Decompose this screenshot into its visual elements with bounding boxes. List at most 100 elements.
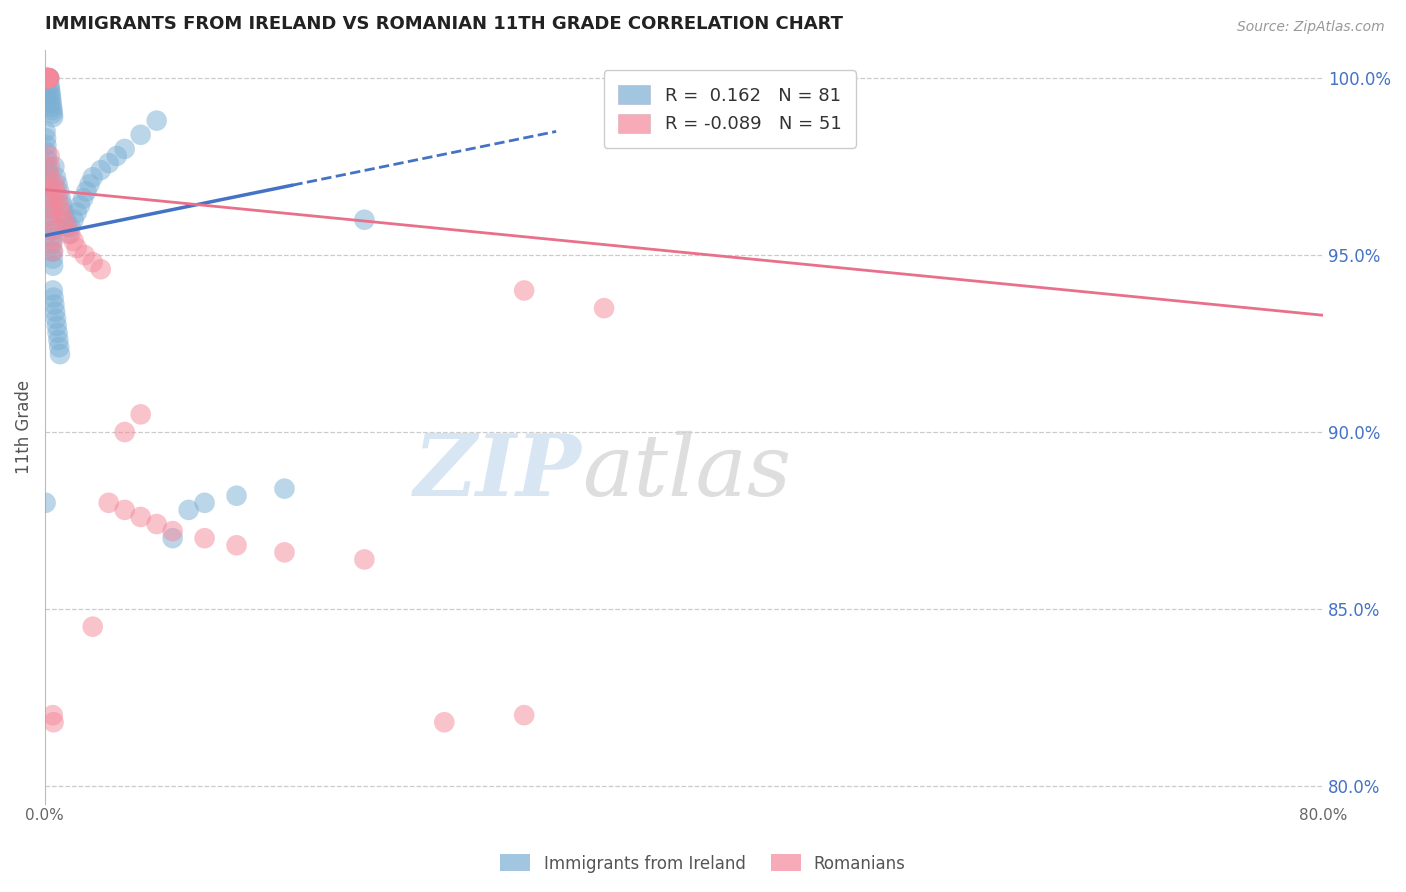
Point — [129, 510, 152, 524]
Point — [42, 234, 65, 248]
Point — [49, 191, 72, 205]
Point — [51, 198, 73, 212]
Point — [42, 284, 65, 298]
Point — [37, 71, 59, 86]
Point — [353, 552, 375, 566]
Legend: Immigrants from Ireland, Romanians: Immigrants from Ireland, Romanians — [494, 847, 912, 880]
Point — [90, 163, 112, 178]
Point — [42, 110, 65, 124]
Point — [41, 237, 63, 252]
Point — [62, 212, 84, 227]
Point — [79, 178, 101, 192]
Point — [39, 92, 62, 106]
Point — [162, 524, 184, 538]
Point — [225, 538, 247, 552]
Point — [48, 333, 70, 347]
Point — [35, 71, 58, 86]
Point — [105, 149, 128, 163]
Point — [41, 230, 63, 244]
Point — [37, 71, 59, 86]
Point — [41, 95, 63, 110]
Point — [59, 227, 82, 241]
Point — [162, 531, 184, 545]
Point — [513, 284, 536, 298]
Point — [44, 304, 66, 318]
Point — [35, 131, 58, 145]
Point — [55, 212, 77, 227]
Point — [39, 181, 62, 195]
Point — [41, 212, 63, 227]
Point — [42, 715, 65, 730]
Point — [38, 194, 60, 209]
Point — [42, 244, 65, 259]
Point — [46, 178, 69, 192]
Point — [38, 78, 60, 93]
Point — [41, 223, 63, 237]
Point — [35, 71, 58, 86]
Point — [82, 255, 104, 269]
Point — [433, 715, 456, 730]
Point — [45, 311, 67, 326]
Point — [353, 212, 375, 227]
Point — [194, 531, 217, 545]
Point — [129, 408, 152, 422]
Point — [90, 262, 112, 277]
Point — [82, 620, 104, 634]
Point — [513, 708, 536, 723]
Legend: R =  0.162   N = 81, R = -0.089   N = 51: R = 0.162 N = 81, R = -0.089 N = 51 — [603, 70, 856, 148]
Point — [42, 106, 65, 120]
Point — [97, 156, 120, 170]
Point — [44, 160, 66, 174]
Point — [37, 71, 59, 86]
Point — [145, 516, 167, 531]
Point — [37, 71, 59, 86]
Point — [273, 545, 295, 559]
Point — [37, 71, 59, 86]
Point — [53, 212, 76, 227]
Point — [38, 188, 60, 202]
Point — [35, 71, 58, 86]
Point — [194, 496, 217, 510]
Point — [37, 71, 59, 86]
Point — [56, 219, 79, 234]
Point — [114, 425, 136, 439]
Text: atlas: atlas — [582, 431, 790, 513]
Point — [39, 209, 62, 223]
Point — [73, 248, 96, 262]
Point — [39, 85, 62, 99]
Point — [44, 178, 66, 192]
Point — [48, 185, 70, 199]
Point — [39, 160, 62, 174]
Point — [49, 347, 72, 361]
Point — [66, 205, 89, 219]
Point — [273, 482, 295, 496]
Point — [48, 198, 70, 212]
Point — [38, 149, 60, 163]
Point — [45, 318, 67, 333]
Point — [37, 174, 59, 188]
Point — [42, 291, 65, 305]
Point — [39, 82, 62, 96]
Point — [35, 71, 58, 86]
Point — [34, 71, 56, 86]
Point — [45, 170, 67, 185]
Point — [35, 71, 58, 86]
Point — [37, 71, 59, 86]
Point — [56, 219, 79, 234]
Point — [69, 198, 91, 212]
Point — [59, 219, 82, 234]
Point — [114, 503, 136, 517]
Point — [49, 205, 72, 219]
Point — [38, 71, 60, 86]
Point — [38, 181, 60, 195]
Point — [34, 71, 56, 86]
Point — [41, 103, 63, 117]
Point — [48, 340, 70, 354]
Point — [34, 124, 56, 138]
Point — [66, 241, 89, 255]
Point — [35, 145, 58, 160]
Point — [75, 185, 97, 199]
Point — [38, 71, 60, 86]
Point — [39, 216, 62, 230]
Point — [37, 167, 59, 181]
